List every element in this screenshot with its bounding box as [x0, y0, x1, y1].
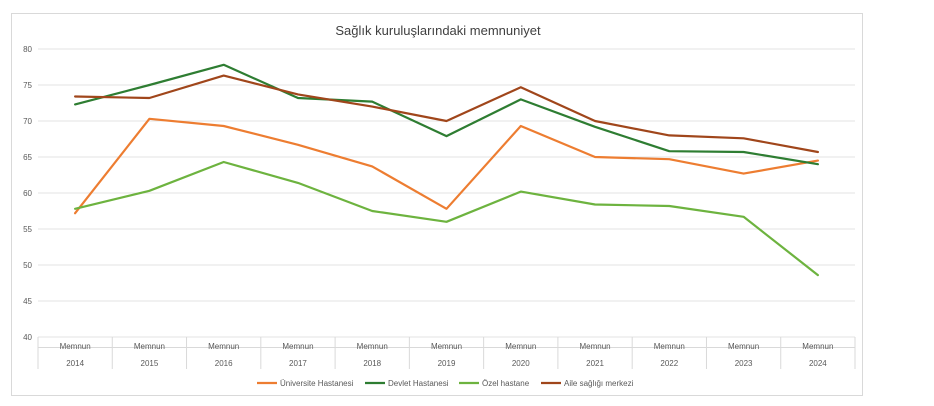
x-year-label: 2022: [660, 359, 678, 368]
x-year-label: 2017: [289, 359, 307, 368]
y-tick-label: 55: [23, 225, 32, 234]
series-line-3: [73, 160, 820, 277]
y-tick-label: 65: [23, 153, 32, 162]
gridlines: [38, 48, 855, 338]
x-year-label: 2018: [363, 359, 381, 368]
x-year-label: 2019: [438, 359, 456, 368]
x-year-label: 2023: [735, 359, 753, 368]
x-category-label: Memnun: [802, 342, 833, 351]
y-tick-label: 40: [23, 333, 32, 342]
x-category-label: Memnun: [505, 342, 536, 351]
x-category-label: Memnun: [282, 342, 313, 351]
series-line-4: [73, 74, 820, 154]
chart-title: Sağlık kuruluşlarındaki memnuniyet: [335, 23, 541, 38]
y-tick-label: 50: [23, 261, 32, 270]
series-lines: [73, 63, 820, 277]
x-year-label: 2014: [66, 359, 84, 368]
x-category-label: Memnun: [208, 342, 239, 351]
legend-label: Özel hastane: [482, 379, 530, 388]
x-category-label: Memnun: [579, 342, 610, 351]
chart-frame: Sağlık kuruluşlarındaki memnuniyet 40 45 5…: [11, 13, 863, 396]
x-category-label: Memnun: [431, 342, 462, 351]
series-line-1: [73, 117, 820, 215]
y-tick-label: 60: [23, 189, 32, 198]
legend-label: Üniversite Hastanesi: [280, 379, 354, 388]
x-year-label: 2020: [512, 359, 530, 368]
x-category-label: Memnun: [60, 342, 91, 351]
y-tick-label: 70: [23, 117, 32, 126]
series-line-2: [73, 63, 820, 166]
legend-label: Aile sağlığı merkezi: [564, 379, 634, 388]
x-year-label: 2021: [586, 359, 604, 368]
x-year-label: 2024: [809, 359, 827, 368]
y-tick-label: 80: [23, 45, 32, 54]
x-year-label: 2016: [215, 359, 233, 368]
axes: 40 45 50 55 60 65 70 75 80 Memnun 2014 Memnun 2015 Me…: [23, 45, 856, 369]
legend: Üniversite Hastanesi Devlet Hastanesi Özel…: [257, 379, 634, 388]
line-chart: Sağlık kuruluşlarındaki memnuniyet 40 45 5…: [23, 23, 856, 388]
x-category-label: Memnun: [357, 342, 388, 351]
legend-label: Devlet Hastanesi: [388, 379, 449, 388]
y-tick-label: 75: [23, 81, 32, 90]
x-year-label: 2015: [141, 359, 159, 368]
x-category-label: Memnun: [134, 342, 165, 351]
y-tick-label: 45: [23, 297, 32, 306]
x-category-label: Memnun: [728, 342, 759, 351]
x-category-label: Memnun: [654, 342, 685, 351]
